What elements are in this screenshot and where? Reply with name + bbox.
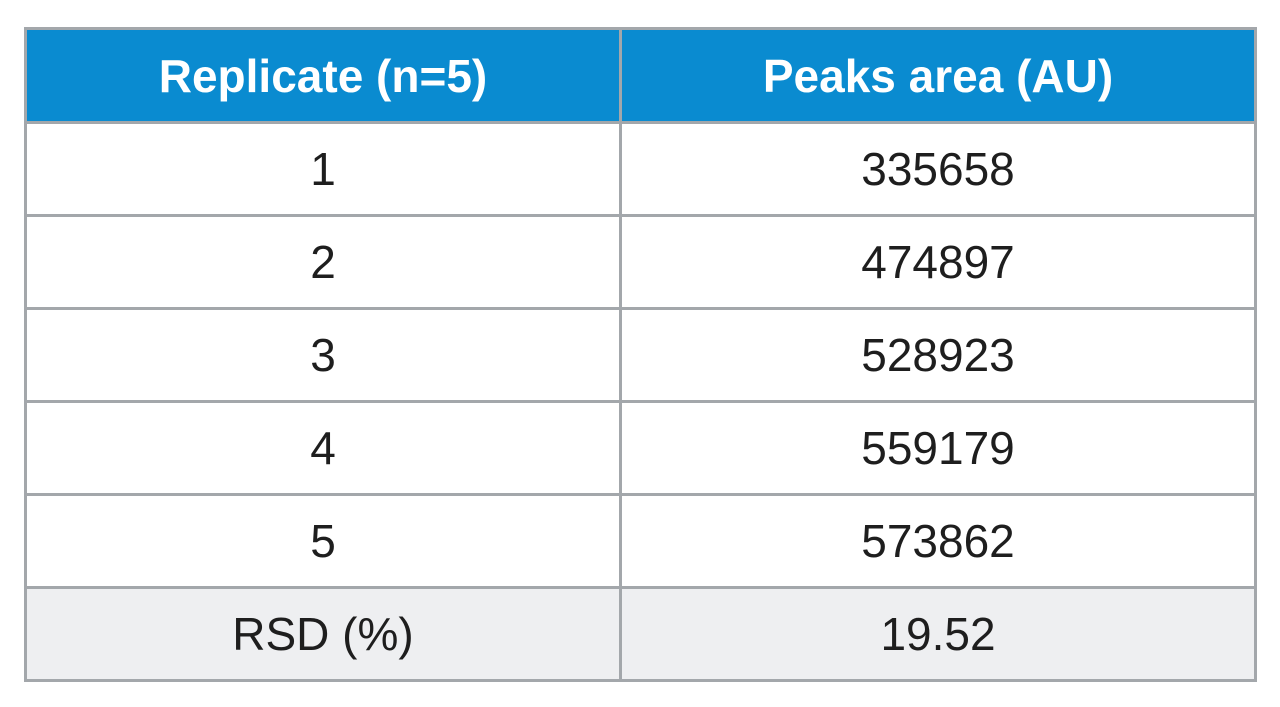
- data-table: Replicate (n=5) Peaks area (AU) 1 335658 2 4…: [24, 27, 1257, 682]
- table-row: 3 528923: [24, 307, 1257, 403]
- table-cell: 5: [24, 493, 622, 589]
- table-cell: 19.52: [619, 586, 1257, 682]
- table-wrapper: Replicate (n=5) Peaks area (AU) 1 335658 2 4…: [24, 27, 1257, 682]
- header-cell: Peaks area (AU): [619, 27, 1257, 124]
- table-cell: 474897: [619, 214, 1257, 310]
- table-row: 5 573862: [24, 493, 1257, 589]
- header-row: Replicate (n=5) Peaks area (AU): [24, 27, 1257, 124]
- table-cell: 335658: [619, 121, 1257, 217]
- table-cell: 3: [24, 307, 622, 403]
- header-cell: Replicate (n=5): [24, 27, 622, 124]
- table-cell: 1: [24, 121, 622, 217]
- table-cell: 4: [24, 400, 622, 496]
- table-cell: RSD (%): [24, 586, 622, 682]
- table-row: RSD (%) 19.52: [24, 586, 1257, 682]
- table-body: 1 335658 2 474897 3 528923 4 559179 5 573862 RSD (…: [24, 121, 1257, 682]
- table-row: 1 335658: [24, 121, 1257, 217]
- table-row: 4 559179: [24, 400, 1257, 496]
- table-row: 2 474897: [24, 214, 1257, 310]
- table-cell: 573862: [619, 493, 1257, 589]
- table-cell: 528923: [619, 307, 1257, 403]
- table-cell: 2: [24, 214, 622, 310]
- table-cell: 559179: [619, 400, 1257, 496]
